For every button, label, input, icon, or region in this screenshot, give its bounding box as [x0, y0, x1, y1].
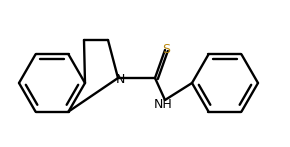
Text: NH: NH	[154, 97, 172, 111]
Text: N: N	[115, 72, 125, 86]
Text: S: S	[162, 42, 170, 56]
